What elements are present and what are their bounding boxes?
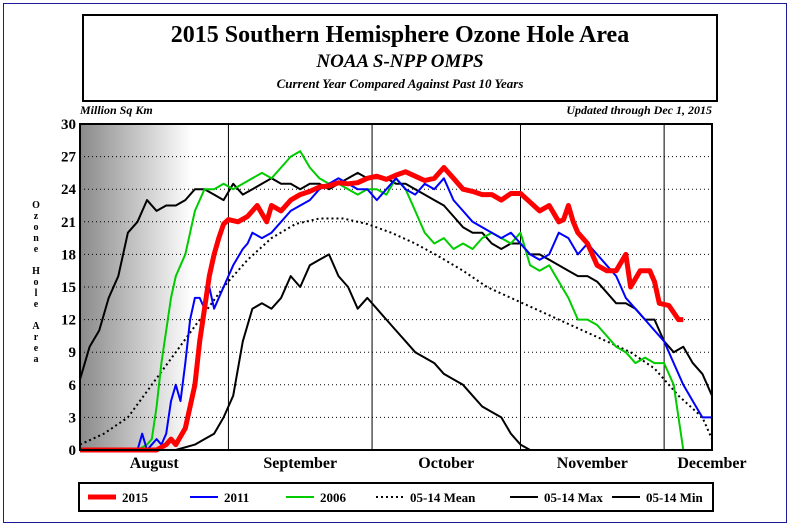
- y-axis-label-char: e: [34, 244, 39, 255]
- y-tick-label: 24: [61, 182, 77, 198]
- y-tick-label: 12: [61, 313, 76, 329]
- chart-subtitle-2: Current Year Compared Against Past 10 Ye…: [276, 76, 524, 91]
- y-axis-label-char: o: [34, 222, 39, 233]
- series-line-05-14-min: [80, 253, 559, 451]
- legend-label: 05-14 Max: [544, 490, 603, 505]
- y-tick-label: 3: [69, 410, 77, 426]
- x-month-label: September: [263, 455, 337, 472]
- chart-subtitle: NOAA S-NPP OMPS: [316, 51, 484, 72]
- series-line-2015: [80, 165, 684, 453]
- y-axis-label-char: e: [34, 343, 39, 354]
- legend: 2015 2011 2006 05-14 Mean 05-14 Max 05-14 Min: [88, 490, 703, 505]
- y-axis-label-char: n: [33, 233, 39, 244]
- updated-note: Updated through Dec 1, 2015: [566, 103, 712, 117]
- series-layer: [79, 150, 713, 453]
- x-month-labels: August September October November December: [130, 455, 747, 472]
- legend-label: 2011: [224, 490, 249, 505]
- x-month-label: October: [418, 455, 474, 472]
- y-axis-label-char: a: [34, 354, 39, 365]
- x-month-label: November: [557, 455, 628, 472]
- y-tick-label: 27: [61, 150, 77, 166]
- y-axis-label-char: H: [32, 266, 40, 277]
- y-axis-label-char: l: [35, 288, 38, 299]
- y-axis-label-char: z: [34, 211, 39, 222]
- grid: [80, 124, 712, 450]
- x-month-label: August: [130, 455, 180, 472]
- y-tick-label: 9: [69, 345, 77, 361]
- legend-label: 2006: [320, 490, 347, 505]
- chart-title: 2015 Southern Hemisphere Ozone Hole Area: [170, 22, 630, 48]
- legend-box: [78, 482, 714, 512]
- y-axis-label-char: O: [32, 200, 40, 211]
- y-tick-labels: 0 3 6 9 12 15 18 21 24 27 30: [61, 117, 77, 459]
- y-tick-label: 6: [69, 378, 77, 394]
- x-month-label: December: [677, 455, 746, 472]
- y-tick-label: 18: [61, 247, 76, 263]
- series-line-2011: [80, 177, 712, 451]
- y-axis-label-char: e: [34, 299, 39, 310]
- plot-area-border: [79, 123, 713, 451]
- y-tick-label: 30: [61, 117, 76, 133]
- legend-label: 05-14 Mean: [410, 490, 476, 505]
- y-tick-label: 15: [61, 280, 76, 296]
- y-tick-label: 0: [69, 443, 77, 459]
- series-line-05-14-max: [79, 171, 713, 397]
- y-unit-label: Million Sq Km: [79, 103, 153, 117]
- y-axis-label-char: A: [32, 321, 40, 332]
- series-line-2006: [80, 150, 712, 451]
- y-axis-label-char: r: [34, 332, 39, 343]
- legend-label: 2015: [122, 490, 149, 505]
- title-box: 2015 Southern Hemisphere Ozone Hole Area…: [82, 14, 718, 102]
- y-axis-label-char: o: [34, 277, 39, 288]
- y-tick-label: 21: [61, 215, 76, 231]
- legend-label: 05-14 Min: [646, 490, 703, 505]
